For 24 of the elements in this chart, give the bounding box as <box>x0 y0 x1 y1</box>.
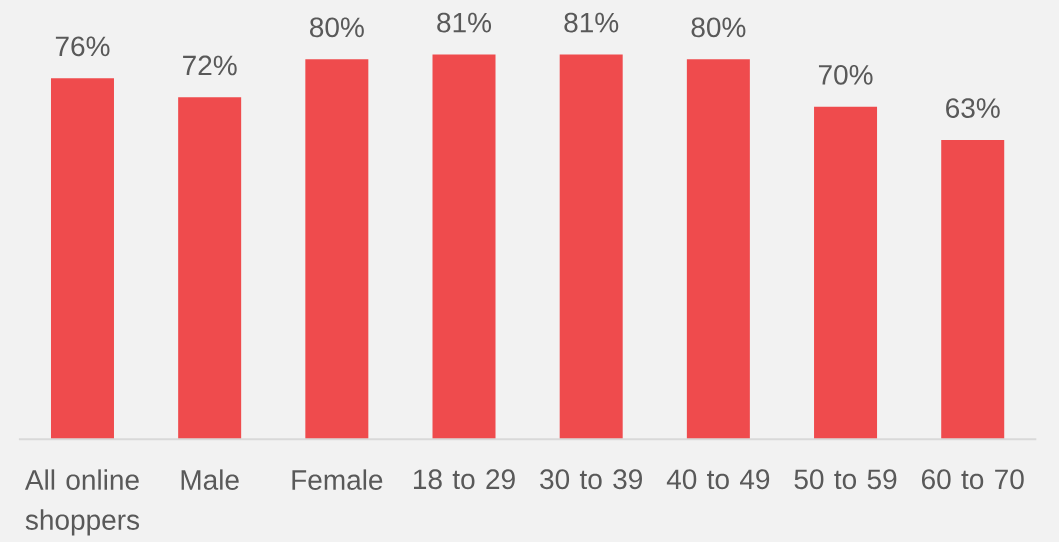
x-tick-label: 18 to 29 <box>413 469 515 490</box>
x-tick-label: Male <box>181 469 239 490</box>
data-label: 72% <box>183 55 237 76</box>
data-label: 80% <box>310 17 364 38</box>
data-label: 63% <box>946 98 1000 118</box>
bar <box>178 97 242 440</box>
bar <box>814 106 878 440</box>
data-label: 81% <box>564 12 619 33</box>
x-tick-label: 40 to 49 <box>666 469 770 490</box>
bar <box>941 140 1005 440</box>
data-label: 81% <box>437 12 492 33</box>
x-tick-label: 30 to 39 <box>540 469 642 490</box>
bar <box>432 54 496 440</box>
x-tick-label: 60 to 70 <box>921 469 1024 490</box>
data-label: 76% <box>55 36 110 57</box>
bar <box>50 78 114 440</box>
bar <box>305 59 369 440</box>
data-label: 80% <box>691 17 746 38</box>
bar <box>686 59 750 440</box>
x-tick-label: All online shoppers <box>24 469 140 536</box>
bar <box>559 54 623 440</box>
x-tick-label: 50 to 59 <box>794 469 897 490</box>
data-label: 70% <box>818 64 873 85</box>
x-tick-label: Female <box>292 469 383 490</box>
